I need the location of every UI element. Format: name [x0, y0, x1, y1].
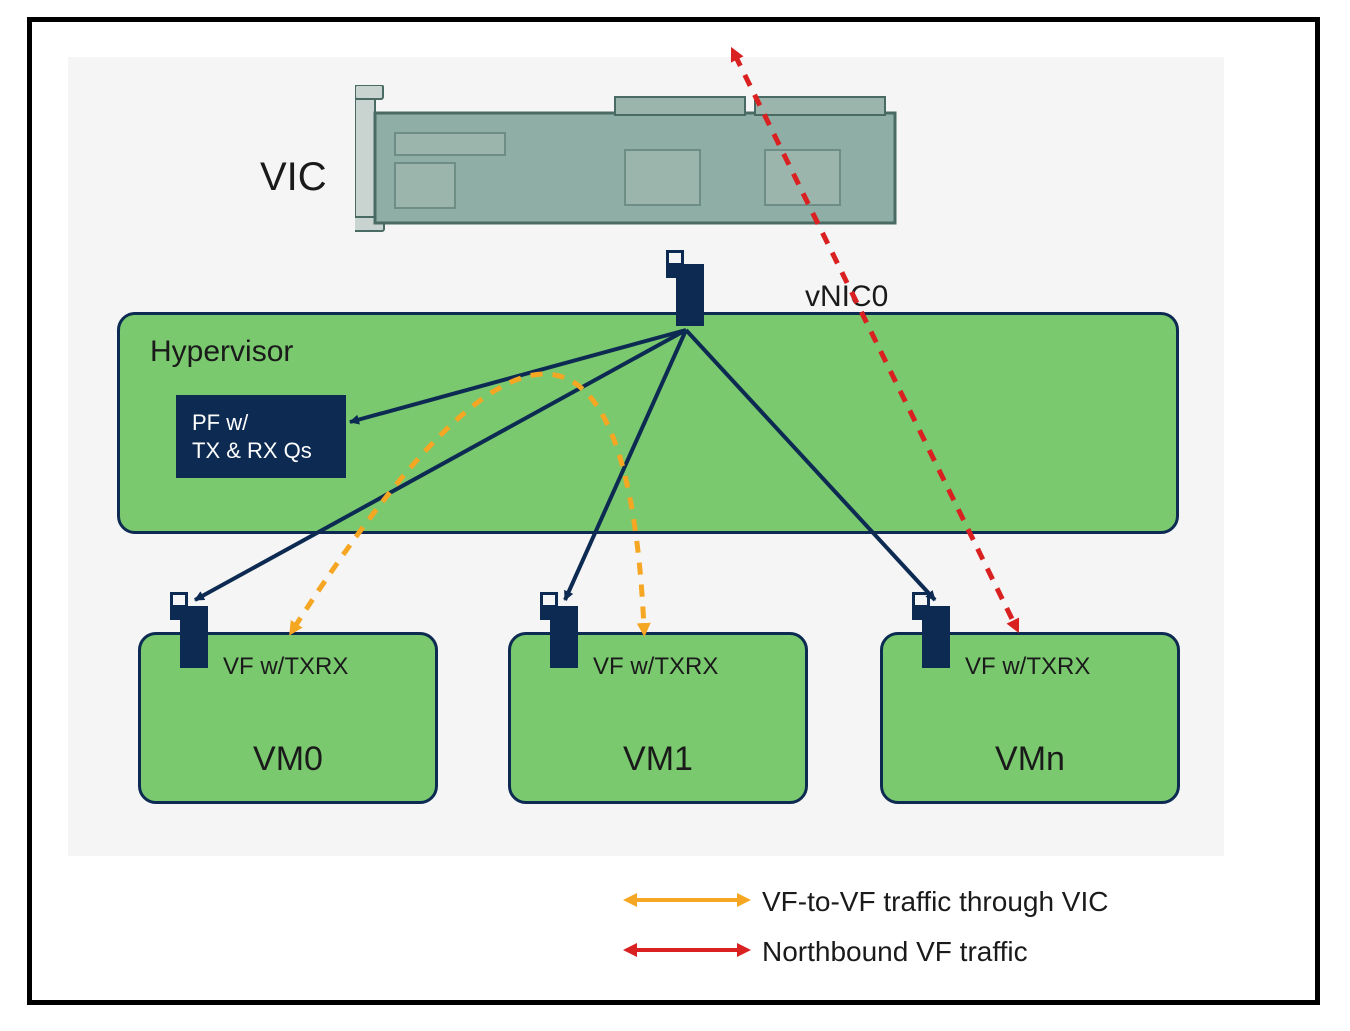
vf-label-vm0: VF w/TXRX: [223, 653, 348, 681]
vm-name-vm1: VM1: [511, 740, 805, 779]
pf-box: PF w/ TX & RX Qs: [176, 395, 346, 478]
legend-vf-to-vf: VF-to-VF traffic through VIC: [762, 886, 1109, 918]
vf-label-vm1: VF w/TXRX: [593, 653, 718, 681]
vnic-label: vNIC0: [805, 280, 888, 314]
pf-line1: PF w/: [192, 410, 248, 435]
diagram-canvas: VIC Hypervisor PF w/ TX & RX Qs vNIC0 VF…: [0, 0, 1350, 1031]
hypervisor-label: Hypervisor: [150, 335, 293, 369]
vf-socket-icon-vm1: [540, 592, 584, 670]
pf-line2: TX & RX Qs: [192, 438, 312, 463]
vm-name-vm0: VM0: [141, 740, 435, 779]
legend-northbound: Northbound VF traffic: [762, 936, 1028, 968]
vf-label-vmn: VF w/TXRX: [965, 653, 1090, 681]
vnic-socket-icon: [666, 250, 710, 328]
vm-name-vmn: VMn: [883, 740, 1177, 779]
vf-socket-icon-vmn: [912, 592, 956, 670]
vic-card-icon: [355, 85, 915, 255]
vic-label: VIC: [260, 155, 327, 200]
vf-socket-icon-vm0: [170, 592, 214, 670]
